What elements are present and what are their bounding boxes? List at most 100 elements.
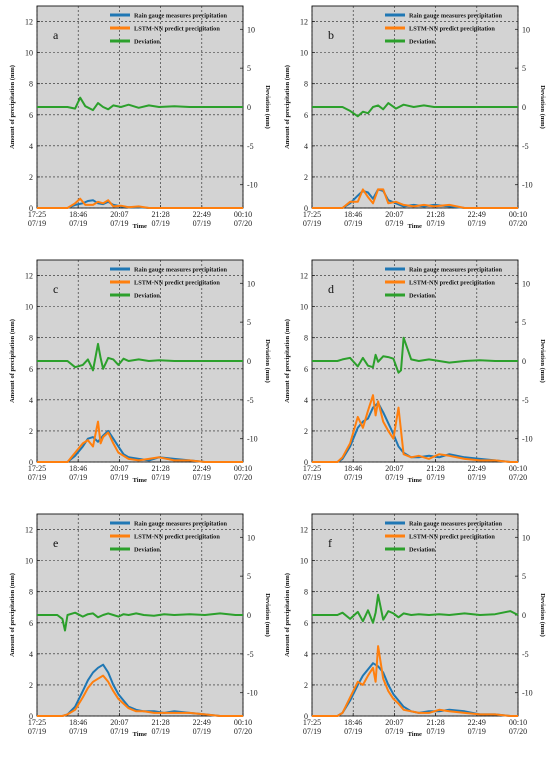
y-tick-label: 6 (29, 111, 33, 120)
x-tick-label: 18:46 (344, 718, 362, 727)
y2-tick-label: 5 (247, 572, 251, 581)
x-tick-date: 07/19 (468, 473, 486, 482)
y2-tick-label: -5 (247, 650, 254, 659)
x-tick-date: 07/19 (385, 727, 403, 736)
y2-tick-label: 10 (522, 25, 530, 34)
x-axis-label: Time (408, 731, 422, 738)
y2-tick-label: -10 (522, 435, 533, 444)
y-tick-label: 0 (29, 204, 33, 213)
x-tick-date: 07/19 (28, 727, 46, 736)
y-tick-label: 6 (304, 111, 308, 120)
panel-c: 0 2 4 6 8 10 12 10 5 0 -5 -10 17:25 07/19 18:46 07/19 20… (0, 254, 275, 508)
x-tick-label: 21:28 (151, 464, 169, 473)
y-axis-label: Amount of precipitation (mm) (9, 319, 16, 403)
panel-e: 0 2 4 6 8 10 12 10 5 0 -5 -10 17:25 07/19 18:46 07/19 20… (0, 508, 275, 762)
x-tick-date: 07/19 (193, 473, 211, 482)
x-tick-label: 21:28 (151, 210, 169, 219)
y2-tick-label: -10 (247, 689, 258, 698)
legend-label-lstm: LSTM-NN predict precipitation (134, 534, 220, 541)
x-tick-label: 00:10 (234, 718, 252, 727)
x-tick-date: 07/19 (151, 727, 169, 736)
x-tick-label: 20:07 (385, 210, 403, 219)
x-tick-date: 07/19 (110, 219, 128, 228)
x-tick-date: 07/19 (151, 219, 169, 228)
x-tick-date: 07/19 (385, 219, 403, 228)
y2-tick-label: 0 (247, 611, 251, 620)
x-tick-date: 07/19 (426, 473, 444, 482)
x-axis-label: Time (133, 223, 147, 230)
x-tick-date: 07/19 (151, 473, 169, 482)
x-tick-date: 07/19 (385, 473, 403, 482)
legend-label-gauge: Rain gauge measures precipitation (134, 267, 227, 274)
y-axis-label: Amount of precipitation (mm) (284, 319, 291, 403)
y-tick-label: 4 (29, 396, 33, 405)
legend-label-gauge: Rain gauge measures precipitation (409, 13, 502, 20)
x-tick-label: 18:46 (69, 210, 87, 219)
series-line-deviation (312, 102, 518, 118)
y-tick-label: 10 (25, 49, 33, 58)
x-tick-label: 22:49 (468, 210, 486, 219)
y-tick-label: 2 (29, 173, 33, 182)
x-tick-date: 07/19 (69, 219, 87, 228)
x-tick-date: 07/19 (110, 473, 128, 482)
y2-tick-label: 5 (247, 64, 251, 73)
legend-label-lstm: LSTM-NN predict precipitation (409, 280, 495, 287)
y2-tick-label: 5 (522, 572, 526, 581)
x-tick-label: 00:10 (509, 464, 527, 473)
y-tick-label: 12 (25, 18, 33, 27)
x-axis-label: Time (408, 223, 422, 230)
x-tick-date: 07/20 (234, 473, 252, 482)
x-tick-label: 22:49 (193, 718, 211, 727)
series-line-deviation (312, 593, 519, 624)
chart-c: 0246810121050-5-1017:2507/1918:4607/1920… (9, 259, 271, 484)
y2-tick-label: 0 (522, 611, 526, 620)
x-tick-date: 07/19 (193, 219, 211, 228)
legend-label-gauge: Rain gauge measures precipitation (134, 13, 227, 20)
x-tick-label: 20:07 (385, 464, 403, 473)
legend-label-deviation: Deviation (134, 39, 160, 46)
series-line-gauge (312, 662, 518, 717)
x-tick-label: 18:46 (344, 464, 362, 473)
x-tick-date: 07/20 (234, 219, 252, 228)
x-tick-label: 20:07 (110, 718, 128, 727)
y2-tick-label: 10 (247, 533, 255, 542)
y-tick-label: 0 (29, 458, 33, 467)
x-tick-label: 18:46 (69, 464, 87, 473)
panel-f: 0 2 4 6 8 10 12 10 5 0 -5 -10 17:25 07/19 18:46 07/19 20… (275, 508, 550, 762)
y2-tick-label: -5 (522, 650, 529, 659)
y-tick-label: 12 (25, 272, 33, 281)
y2-tick-label: 10 (247, 279, 255, 288)
x-tick-date: 07/19 (468, 219, 486, 228)
y-tick-label: 2 (29, 681, 33, 690)
y-tick-label: 0 (304, 204, 308, 213)
y-tick-label: 2 (29, 427, 33, 436)
x-tick-label: 22:49 (193, 464, 211, 473)
y-tick-label: 10 (25, 303, 33, 312)
y-tick-label: 6 (29, 365, 33, 374)
y-tick-label: 12 (25, 526, 33, 535)
x-tick-date: 07/19 (344, 219, 362, 228)
x-tick-label: 21:28 (426, 210, 444, 219)
y2-axis-label: Deviation (mm) (264, 593, 271, 637)
y2-axis-label: Deviation (mm) (539, 593, 546, 637)
x-tick-label: 20:07 (110, 210, 128, 219)
series-line-deviation (37, 611, 243, 632)
x-tick-label: 22:49 (468, 718, 486, 727)
y-axis-label: Amount of precipitation (mm) (284, 573, 291, 657)
y-tick-label: 4 (304, 650, 308, 659)
x-tick-label: 21:28 (426, 718, 444, 727)
y-tick-label: 8 (304, 80, 308, 89)
x-tick-date: 07/20 (509, 727, 527, 736)
series-line-lstm (312, 645, 518, 717)
y2-axis-label: Deviation (mm) (539, 85, 546, 129)
y-axis-label: Amount of precipitation (mm) (284, 65, 291, 149)
x-tick-date: 07/19 (426, 219, 444, 228)
x-tick-date: 07/19 (426, 727, 444, 736)
panel-label: d (328, 282, 334, 296)
x-tick-label: 22:49 (193, 210, 211, 219)
legend-label-lstm: LSTM-NN predict precipitation (134, 26, 220, 33)
series-line-deviation (37, 96, 243, 112)
x-tick-label: 17:25 (28, 718, 46, 727)
x-tick-date: 07/19 (344, 727, 362, 736)
y-tick-label: 10 (25, 557, 33, 566)
